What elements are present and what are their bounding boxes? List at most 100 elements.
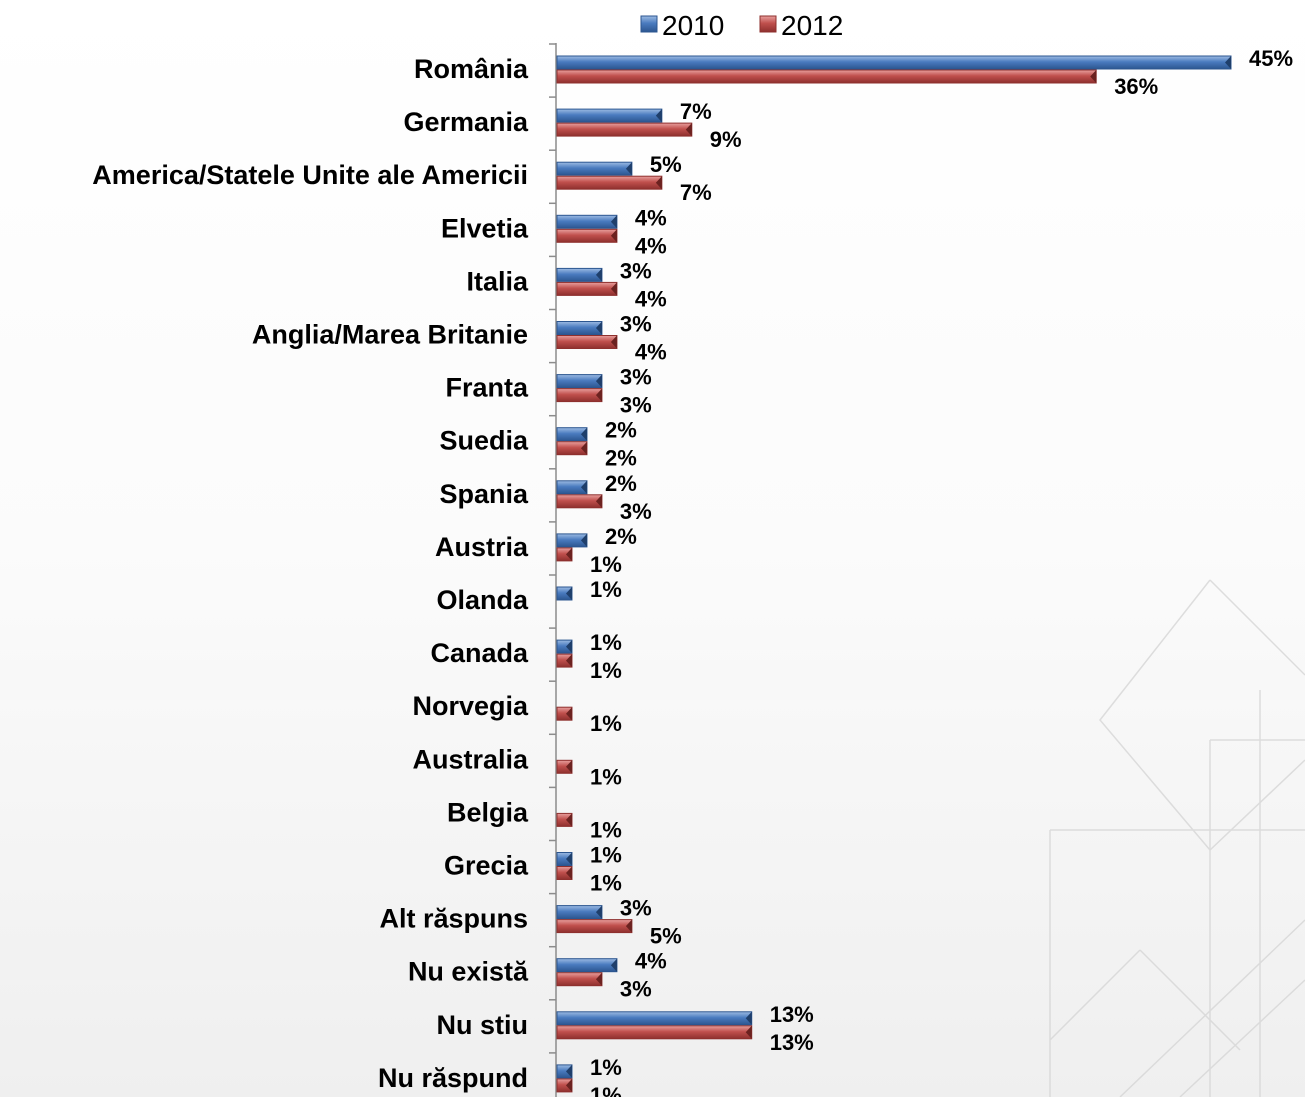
data-label-2012: 9% (710, 127, 742, 152)
bar-cap (565, 1078, 572, 1092)
category-label: Nu stiu (437, 1010, 529, 1040)
bar-cap (1225, 56, 1231, 69)
bar-2012 (556, 494, 603, 509)
bar-cap (565, 1064, 572, 1078)
data-label-2010: 1% (590, 843, 622, 868)
category-label: Australia (412, 744, 529, 774)
category-label: Canada (430, 638, 529, 668)
bar-2010 (556, 55, 1232, 70)
bar-2012 (556, 69, 1097, 84)
bar-2012 (556, 919, 633, 934)
legend-label-2010: 2010 (662, 10, 724, 41)
data-label-2010: 3% (620, 312, 652, 337)
bar-cap (595, 388, 602, 402)
data-label-2010: 45% (1249, 46, 1293, 71)
bar-cap (565, 587, 572, 600)
bar-cap (625, 162, 632, 176)
data-label-2010: 5% (650, 152, 682, 177)
bar-cap (595, 268, 602, 282)
bar-cap (595, 972, 602, 986)
bar-cap (610, 958, 617, 972)
bar-2012 (556, 335, 618, 349)
category-label: Spania (439, 479, 529, 509)
legend-swatch-2012 (759, 15, 777, 33)
bar-cap (580, 441, 587, 455)
data-label-2012: 1% (590, 658, 622, 683)
data-label-2010: 1% (590, 577, 622, 602)
background-decoration (1049, 579, 1305, 1097)
bar-2012 (556, 1025, 753, 1040)
data-label-2012: 4% (635, 286, 667, 311)
data-label-2010: 2% (605, 524, 637, 549)
bar-cap (565, 707, 572, 721)
category-label: Franta (445, 373, 529, 403)
bar-2012 (556, 122, 693, 137)
bar-cap (565, 547, 572, 561)
bar-cap (610, 335, 617, 349)
bar-2010 (556, 321, 603, 335)
data-label-2010: 4% (635, 205, 667, 230)
bar-cap (565, 866, 572, 880)
category-label: Austria (435, 532, 529, 562)
data-label-2012: 1% (590, 817, 622, 842)
bar-2010 (556, 214, 618, 229)
bar-cap (565, 760, 572, 774)
data-label-2010: 13% (770, 1002, 814, 1027)
bar-2010 (556, 1011, 753, 1026)
bar-cap (595, 905, 602, 919)
data-label-2010: 3% (620, 896, 652, 921)
data-label-2012: 4% (635, 233, 667, 258)
bar-2012 (556, 175, 663, 190)
bar-cap (595, 374, 602, 388)
category-label: Nu există (408, 957, 529, 987)
category-label: Olanda (436, 585, 529, 615)
bar-cap (745, 1025, 752, 1039)
bar-cap (580, 533, 587, 547)
category-label: Suedia (439, 426, 529, 456)
category-label: Anglia/Marea Britanie (252, 320, 528, 350)
bar-2010 (556, 267, 603, 282)
data-label-2012: 1% (590, 711, 622, 736)
legend-label-2012: 2012 (781, 10, 843, 41)
bar-cap (595, 321, 602, 335)
plot-area: România 45% 36% Germania 7% 9% America/Statele… (92, 10, 1293, 1097)
data-label-2010: 3% (620, 365, 652, 390)
category-label: Nu răspund (378, 1063, 528, 1093)
data-label-2010: 3% (620, 258, 652, 283)
data-label-2010: 7% (680, 99, 712, 124)
bar-2010 (556, 905, 603, 920)
bar-cap (1090, 70, 1097, 83)
data-label-2010: 2% (605, 471, 637, 496)
bar-2010 (556, 958, 618, 973)
data-label-2012: 7% (680, 180, 712, 205)
bar-cap (610, 282, 617, 296)
data-label-2012: 3% (620, 393, 652, 418)
category-label: Alt răspuns (379, 904, 528, 934)
bar-cap (565, 640, 572, 654)
category-label: Elvetia (441, 213, 529, 243)
data-label-2010: 1% (590, 1055, 622, 1080)
bar-cap (745, 1011, 752, 1025)
bar-cap (565, 813, 572, 827)
bar-cap (580, 480, 587, 494)
data-label-2012: 1% (590, 1083, 622, 1097)
bar-cap (655, 176, 662, 190)
bar-cap (625, 919, 632, 933)
data-label-2012: 1% (590, 552, 622, 577)
data-label-2012: 4% (635, 340, 667, 365)
bar-cap (685, 123, 692, 137)
bar-2010 (556, 108, 663, 123)
bar-cap (610, 229, 617, 243)
data-label-2012: 13% (770, 1030, 814, 1055)
bar-2012 (556, 281, 618, 296)
data-label-2012: 2% (605, 446, 637, 471)
category-label: Belgia (447, 797, 529, 827)
category-label: Italia (466, 266, 529, 296)
legend: 2010 2012 (640, 10, 843, 41)
bar-2012 (556, 228, 618, 243)
bar-cap (565, 852, 572, 866)
category-label: America/Statele Unite ale Americii (92, 160, 528, 190)
data-label-2010: 1% (590, 630, 622, 655)
bar-2012 (556, 388, 603, 403)
